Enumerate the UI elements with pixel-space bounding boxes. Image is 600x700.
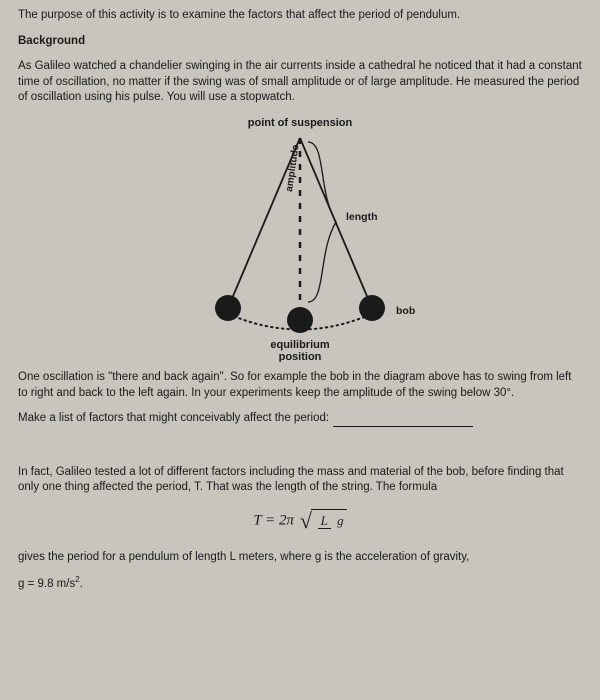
period-formula: T = 2π √ L g (18, 506, 582, 536)
sqrt-icon: √ (300, 508, 312, 533)
make-list-label: Make a list of factors that might concei… (18, 412, 329, 424)
sqrt-wrap: √ L g (298, 506, 347, 536)
make-list-text: Make a list of factors that might concei… (18, 411, 582, 427)
suspension-label: point of suspension (18, 116, 582, 131)
gives-text: gives the period for a pendulum of lengt… (18, 550, 582, 566)
g-value-text: g = 9.8 m/s2. (18, 575, 582, 592)
equilibrium-label-2: position (279, 351, 322, 362)
purpose-text: The purpose of this activity is to exami… (18, 8, 582, 24)
oscillation-text: One oscillation is "there and back again… (18, 370, 582, 401)
background-text: As Galileo watched a chandelier swinging… (18, 59, 582, 106)
squared-sup: 2 (75, 575, 79, 584)
pendulum-diagram: point of suspension amplitude length bob… (18, 116, 582, 363)
fraction-den: g (334, 513, 347, 528)
blank-line (333, 426, 473, 427)
spacer (18, 437, 582, 465)
equilibrium-label-1: equilibrium (270, 339, 330, 351)
fraction: L g (318, 514, 347, 528)
fraction-num: L (318, 513, 331, 529)
pendulum-svg: amplitude length bob equilibrium positio… (150, 132, 450, 362)
g-value-label: g = 9.8 m/s (18, 578, 75, 590)
background-heading: Background (18, 34, 582, 50)
length-label: length (346, 211, 378, 223)
in-fact-text: In fact, Galileo tested a lot of differe… (18, 465, 582, 496)
formula-lhs: T = 2π (253, 512, 294, 528)
sqrt-bar (311, 509, 347, 510)
bob-label: bob (396, 305, 415, 317)
